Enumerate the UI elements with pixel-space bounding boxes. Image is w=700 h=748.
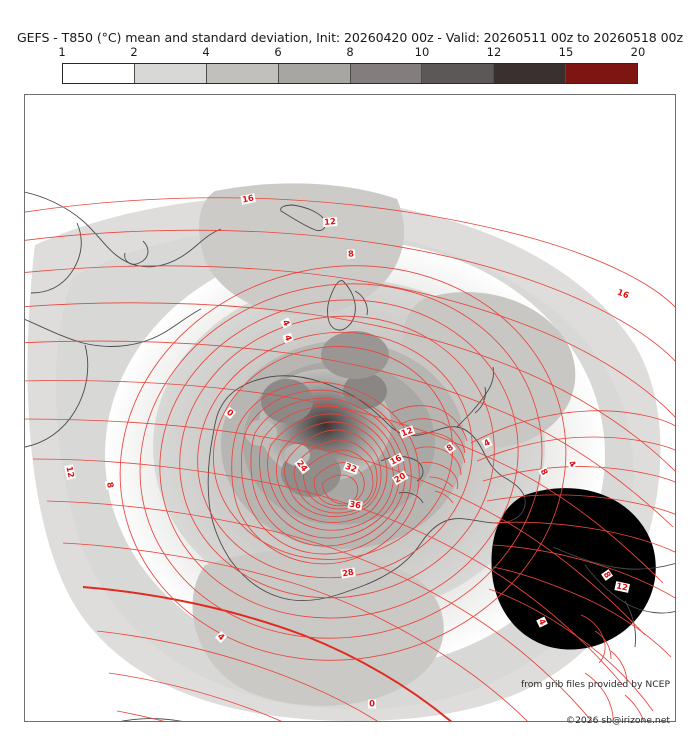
colorbar-segment-8 bbox=[566, 64, 637, 83]
credit-source: from grib files provided by NCEP bbox=[521, 679, 670, 690]
colorbar-tick-12: 12 bbox=[486, 45, 502, 59]
contour-layer bbox=[25, 197, 675, 721]
contour-label-0-24: 0 bbox=[368, 698, 376, 709]
colorbar-segment-6 bbox=[422, 64, 495, 83]
credit-copyright: ©2026 sb@irizone.net bbox=[565, 715, 670, 726]
colorbar-tick-15: 15 bbox=[558, 45, 574, 59]
colorbar-segment-2 bbox=[134, 64, 207, 83]
contour-label-12-1: 12 bbox=[322, 216, 338, 228]
colorbar-segment-3 bbox=[206, 64, 279, 83]
map-canvas bbox=[25, 95, 675, 721]
map-panel[interactable]: 1612816440128424322016841283628812440128… bbox=[24, 94, 676, 722]
colorbar-tick-1: 1 bbox=[58, 45, 66, 59]
contour-label-12-16: 12 bbox=[64, 464, 77, 480]
colorbar-tick-20: 20 bbox=[630, 45, 646, 59]
contour-label-8-17: 8 bbox=[104, 480, 116, 490]
colorbar-segment-4 bbox=[278, 64, 351, 83]
stddev-lobe-north bbox=[199, 183, 405, 316]
colorbar-tick-10: 10 bbox=[414, 45, 430, 59]
contour-zero-line bbox=[82, 586, 453, 721]
colorbar: 1 2 4 6 8 10 12 15 20 bbox=[58, 45, 645, 84]
colorbar-gradient bbox=[62, 63, 638, 84]
contour-label-8-2: 8 bbox=[346, 248, 356, 259]
stddev-patch-upper bbox=[321, 331, 389, 379]
colorbar-segment-7 bbox=[494, 64, 567, 83]
colorbar-tick-2: 2 bbox=[130, 45, 138, 59]
colorbar-segment-5 bbox=[350, 64, 423, 83]
colorbar-tick-6: 6 bbox=[274, 45, 282, 59]
page-title: GEFS - T850 (°C) mean and standard devia… bbox=[17, 30, 683, 45]
colorbar-tick-4: 4 bbox=[202, 45, 210, 59]
colorbar-segment-1 bbox=[63, 64, 135, 83]
stddev-core-secondary bbox=[261, 379, 313, 423]
colorbar-tick-8: 8 bbox=[346, 45, 354, 59]
stddev-lobe-south bbox=[192, 550, 444, 706]
